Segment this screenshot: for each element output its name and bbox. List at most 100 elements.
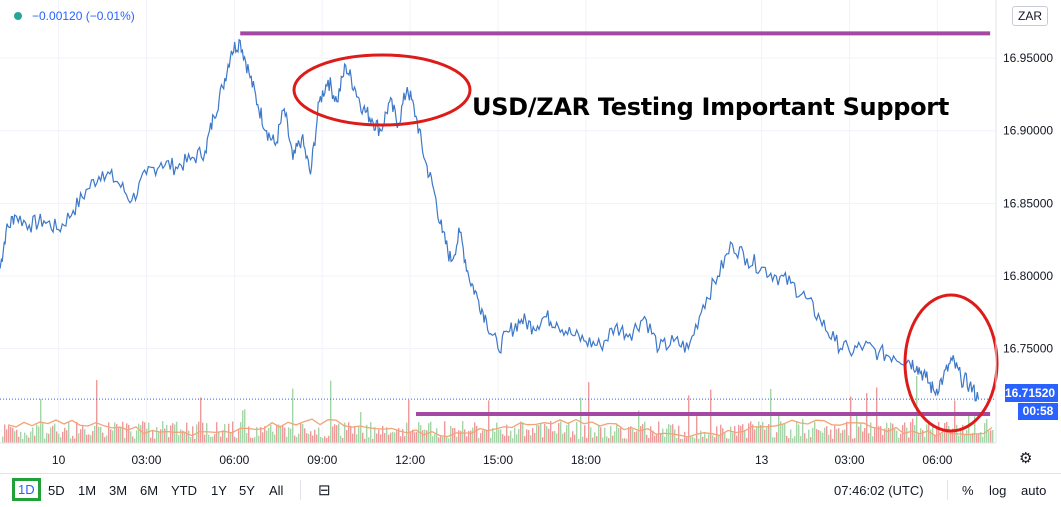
time-tick-label: 06:00: [219, 453, 249, 467]
timeframe-5y[interactable]: 5Y: [239, 483, 255, 498]
volume-bar: [384, 433, 386, 443]
volume-bar: [492, 428, 494, 443]
volume-bar: [892, 423, 894, 443]
volume-bar: [416, 431, 418, 443]
volume-bar: [852, 438, 854, 443]
volume-bar: [774, 437, 776, 443]
volume-bar: [572, 431, 574, 443]
volume-bar: [436, 428, 438, 443]
volume-bar: [988, 431, 990, 443]
volume-bar: [658, 421, 660, 443]
volume-bar: [518, 428, 520, 443]
volume-bar: [858, 426, 860, 443]
timeframe-5d[interactable]: 5D: [48, 483, 65, 498]
volume-bar: [110, 429, 112, 443]
volume-bar: [796, 422, 798, 443]
chart-area[interactable]: 16.95000 16.90000 16.85000 16.80000 16.75000…: [0, 0, 1061, 473]
time-axis[interactable]: 10 03:00 06:00 09:00 12:00 15:00 18:00 13 03:00 0…: [52, 453, 953, 467]
volume-bar: [802, 419, 804, 443]
volume-bar: [304, 428, 306, 443]
volume-bar: [160, 429, 162, 443]
bottom-toolbar: 1D 5D 1M 3M 6M YTD 1Y 5Y All ⊟ 07:46:02 …: [0, 473, 1061, 507]
volume-bar: [334, 424, 336, 443]
volume-bar: [664, 436, 666, 443]
volume-bar: [112, 430, 114, 443]
time-tick-label: 15:00: [483, 453, 513, 467]
volume-bar: [240, 422, 242, 443]
price-axis[interactable]: 16.95000 16.90000 16.85000 16.80000 16.75000: [1003, 51, 1053, 355]
volume-bar: [728, 438, 730, 443]
volume-bar: [214, 434, 216, 443]
volume-bar: [70, 438, 72, 443]
volume-bar: [298, 433, 300, 443]
volume-bar: [884, 428, 886, 443]
volume-bar: [204, 434, 206, 443]
volume-bar: [188, 430, 190, 443]
time-tick-label: 03:00: [835, 453, 865, 467]
volume-bar: [644, 421, 646, 443]
volume-bar: [60, 437, 62, 443]
volume-bar: [724, 432, 726, 443]
volume-bar: [786, 435, 788, 443]
volume-bar: [120, 426, 122, 443]
volume-bar: [338, 423, 340, 443]
volume-bar: [402, 428, 404, 443]
volume-bar: [230, 432, 232, 443]
volume-bar: [938, 421, 940, 443]
volume-bar: [488, 400, 490, 443]
volume-bar: [56, 431, 58, 443]
volume-bar: [476, 425, 478, 443]
volume-bar: [156, 426, 158, 443]
timeframe-6m[interactable]: 6M: [140, 483, 159, 498]
volume-bar: [554, 430, 556, 443]
volume-bar: [94, 425, 96, 443]
volume-bar: [202, 422, 204, 443]
volume-bar: [882, 434, 884, 443]
date-range-icon[interactable]: ⊟: [318, 482, 331, 499]
gear-icon[interactable]: ⚙: [1019, 450, 1033, 467]
volume-bar: [708, 434, 710, 443]
volume-bar: [598, 424, 600, 443]
timeframe-ytd[interactable]: YTD: [171, 483, 197, 498]
currency-badge[interactable]: ZAR: [1012, 6, 1048, 26]
volume-bar: [414, 432, 416, 443]
volume-bar: [934, 434, 936, 443]
volume-bar: [720, 424, 722, 443]
volume-bar: [820, 431, 822, 443]
timeframe-1m[interactable]: 1M: [78, 483, 97, 498]
volume-bar: [578, 438, 580, 443]
volume-bar: [822, 432, 824, 443]
log-toggle[interactable]: log: [989, 483, 1007, 498]
timeframe-all[interactable]: All: [269, 483, 284, 498]
volume-bar: [896, 430, 898, 443]
volume-bar: [734, 426, 736, 443]
volume-bar: [440, 436, 442, 443]
volume-bar: [838, 428, 840, 443]
volume-bar: [566, 424, 568, 443]
volume-bar: [900, 433, 902, 443]
volume-bar: [326, 437, 328, 443]
auto-toggle[interactable]: auto: [1021, 483, 1047, 498]
volume-bar: [236, 437, 238, 443]
volume-bar: [702, 436, 704, 443]
clock-readout[interactable]: 07:46:02 (UTC): [834, 483, 924, 498]
volume-bar: [618, 428, 620, 443]
volume-bar: [352, 433, 354, 443]
volume-bar: [226, 437, 228, 443]
timeframe-1y[interactable]: 1Y: [211, 483, 227, 498]
volume-bar: [688, 395, 690, 443]
volume-bar: [258, 435, 260, 443]
volume-bar: [942, 430, 944, 443]
volume-bar: [872, 436, 874, 443]
volume-bar: [826, 426, 828, 443]
volume-bar: [140, 425, 142, 443]
volume-bar: [106, 435, 108, 443]
volume-bar: [768, 424, 770, 443]
timeframe-1d[interactable]: 1D: [12, 478, 41, 501]
volume-bar: [602, 437, 604, 443]
timeframe-3m[interactable]: 3M: [109, 483, 128, 498]
volume-bar: [116, 424, 118, 443]
percent-toggle[interactable]: %: [962, 483, 974, 498]
volume-bar: [596, 436, 598, 443]
volume-bar: [422, 430, 424, 443]
